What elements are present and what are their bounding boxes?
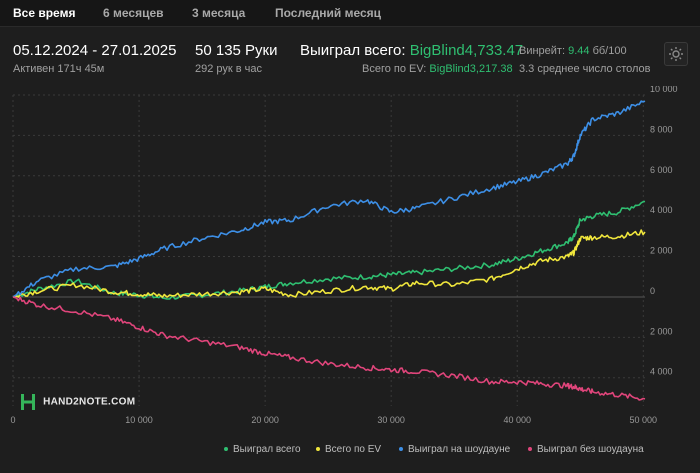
avg-tables: 3.3 среднее число столов <box>519 63 651 75</box>
y-tick-label: 10 000 <box>650 86 678 94</box>
hands-per-hour: 292 рук в час <box>195 63 263 75</box>
legend-label: Всего по EV <box>325 444 382 455</box>
x-tick-label: 40 000 <box>503 415 531 425</box>
legend-dot <box>316 447 320 452</box>
series-line-3 <box>12 296 646 401</box>
tab-3-months[interactable]: 3 месяца <box>192 6 246 20</box>
settings-button[interactable] <box>664 42 688 66</box>
x-tick-label: 0 <box>10 415 15 425</box>
legend-label: Выиграл на шоудауне <box>408 444 511 455</box>
legend-dot <box>224 447 228 452</box>
y-tick-label: 0 <box>650 286 655 296</box>
ev-total-value: BigBlind3,217.38 <box>429 63 513 75</box>
legend-dot <box>399 447 403 452</box>
gear-icon <box>669 47 683 61</box>
series-line-1 <box>12 229 646 298</box>
tab-6-months[interactable]: 6 месяцев <box>103 6 164 20</box>
logo: HAND2NOTE.COM <box>20 393 135 413</box>
hand2note-logo-icon <box>21 394 35 410</box>
legend-label: Выиграл всего <box>233 444 301 455</box>
ev-total-label: Всего по EV: <box>362 63 427 75</box>
legend-item-won[interactable]: Выиграл всего <box>224 444 301 455</box>
tab-last-month[interactable]: Последний месяц <box>275 6 382 20</box>
legend-item-no-showdown[interactable]: Выиграл без шоудауна <box>528 444 644 455</box>
y-axis-ticks: 10 000 8 000 6 000 4 000 2 000 0 2 000 4 000 <box>650 86 678 377</box>
series-line-0 <box>12 200 646 300</box>
chart-grid <box>12 94 645 406</box>
period-tabs: Все время 6 месяцев 3 месяца Последний м… <box>0 0 700 27</box>
legend-dot <box>528 447 532 452</box>
legend-label: Выиграл без шоудауна <box>537 444 644 455</box>
active-time: Активен 171ч 45м <box>13 63 105 75</box>
won-total-label: Выиграл всего: <box>300 42 406 59</box>
x-tick-label: 10 000 <box>125 415 153 425</box>
y-tick-label: 4 000 <box>650 205 673 215</box>
won-total: Выиграл всего: BigBlind4,733.47 <box>300 42 523 59</box>
y-tick-label: 8 000 <box>650 124 673 134</box>
winrate-unit: бб/100 <box>592 45 627 57</box>
x-tick-label: 50 000 <box>630 415 658 425</box>
won-total-value: BigBlind4,733.47 <box>409 42 524 59</box>
x-axis-ticks: 0 10 000 20 000 30 000 40 000 50 000 <box>10 415 657 425</box>
winrate-value: 9.44 <box>568 45 590 57</box>
y-tick-label: 2 000 <box>650 326 673 336</box>
x-tick-label: 30 000 <box>377 415 405 425</box>
series-line-2 <box>12 100 646 298</box>
y-tick-label: 6 000 <box>650 165 673 175</box>
legend-item-ev[interactable]: Всего по EV <box>316 444 381 455</box>
ev-total: Всего по EV: BigBlind3,217.38 <box>362 63 513 75</box>
hands-count: 50 135 Руки <box>195 42 278 59</box>
tab-all-time[interactable]: Все время <box>13 6 76 20</box>
date-range: 05.12.2024 - 27.01.2025 <box>13 42 177 59</box>
x-tick-label: 20 000 <box>251 415 279 425</box>
legend-item-showdown[interactable]: Выиграл на шоудауне <box>399 444 510 455</box>
y-tick-label: 4 000 <box>650 367 673 377</box>
winrate-label: Винрейт: <box>519 45 566 57</box>
winrate: Винрейт: 9.44 бб/100 <box>519 45 627 57</box>
chart-series <box>12 100 646 401</box>
y-tick-label: 2 000 <box>650 246 673 256</box>
logo-text: HAND2NOTE.COM <box>43 396 136 408</box>
